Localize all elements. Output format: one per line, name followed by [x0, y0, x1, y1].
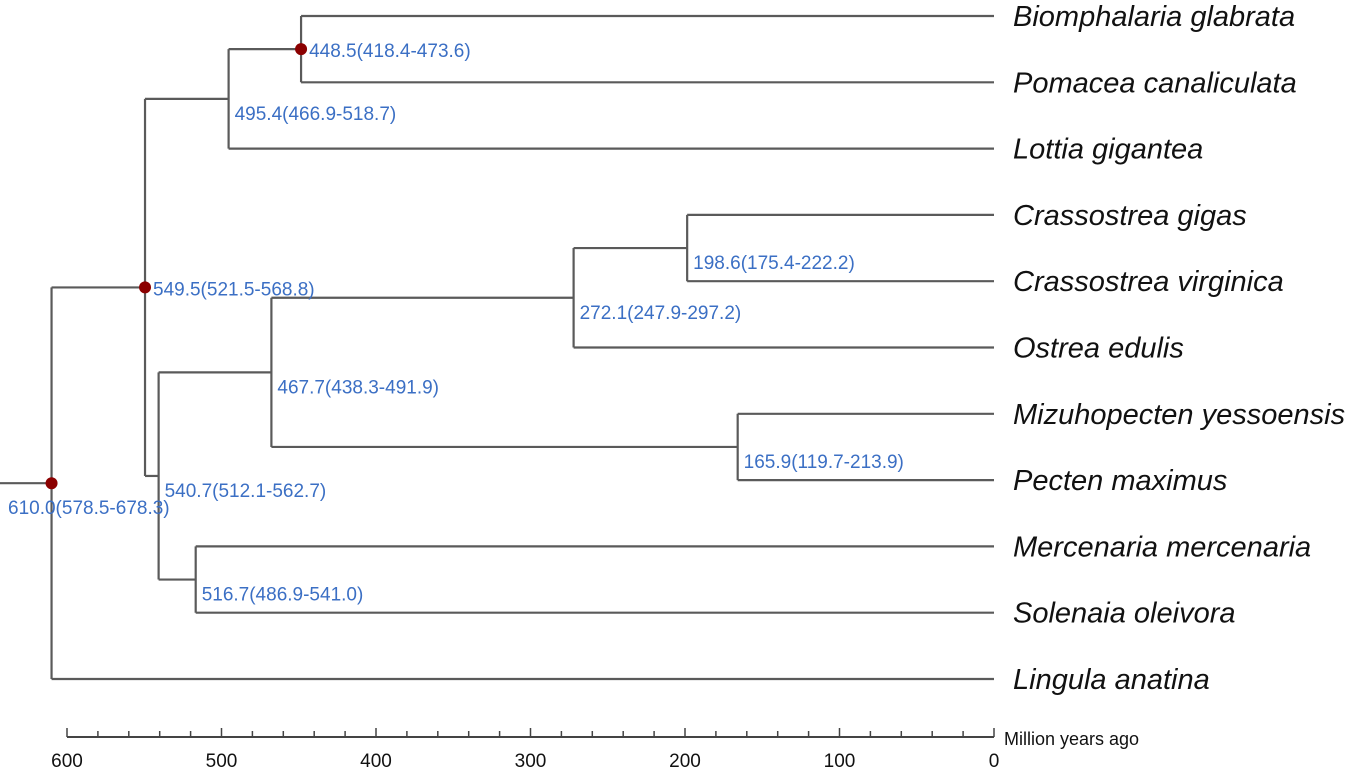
- node-age-label: 448.5(418.4-473.6): [309, 41, 471, 62]
- tick-label: 500: [206, 751, 238, 772]
- calibration-point: [139, 281, 152, 294]
- tick-label: 300: [515, 751, 547, 772]
- tick-label: 0: [989, 751, 1000, 772]
- axis-title: Million years ago: [1004, 729, 1139, 749]
- node-labels: 610.0(578.5-678.3) 549.5(521.5-568.8) 495.…: [8, 41, 904, 605]
- time-axis: Million years ago 600 500 400 300 200 100 0: [51, 728, 1139, 772]
- node-age-label: 198.6(175.4-222.2): [693, 253, 855, 274]
- node-age-label: 272.1(247.9-297.2): [580, 303, 742, 324]
- node-age-label: 549.5(521.5-568.8): [153, 279, 315, 300]
- taxon-mercenaria-mercenaria: Mercenaria mercenaria: [1013, 531, 1311, 563]
- taxon-pomacea-canaliculata: Pomacea canaliculata: [1013, 67, 1297, 99]
- taxon-lingula-anatina: Lingula anatina: [1013, 664, 1210, 696]
- tick-label: 400: [360, 751, 392, 772]
- tick-label: 200: [669, 751, 701, 772]
- taxon-labels: Biomphalaria glabrata Pomacea canaliculat…: [1013, 1, 1345, 696]
- node-age-label: 165.9(119.7-213.9): [744, 452, 904, 473]
- taxon-mizuhopecten-yessoensis: Mizuhopecten yessoensis: [1013, 399, 1345, 431]
- calibration-point: [295, 43, 308, 56]
- node-age-label: 495.4(466.9-518.7): [235, 104, 397, 125]
- taxon-lottia-gigantea: Lottia gigantea: [1013, 134, 1203, 166]
- calibration-points: [45, 43, 308, 490]
- calibration-point: [45, 477, 58, 490]
- taxon-crassostrea-gigas: Crassostrea gigas: [1013, 200, 1247, 232]
- tick-label: 600: [51, 751, 83, 772]
- node-age-label: 610.0(578.5-678.3): [8, 498, 170, 519]
- taxon-crassostrea-virginica: Crassostrea virginica: [1013, 266, 1284, 298]
- branches: [0, 14, 994, 681]
- taxon-ostrea-edulis: Ostrea edulis: [1013, 333, 1184, 365]
- node-age-label: 516.7(486.9-541.0): [202, 585, 364, 606]
- tick-label: 100: [824, 751, 856, 772]
- node-age-label: 540.7(512.1-562.7): [165, 481, 327, 502]
- taxon-biomphalaria-glabrata: Biomphalaria glabrata: [1013, 1, 1295, 33]
- taxon-solenaia-oleivora: Solenaia oleivora: [1013, 598, 1235, 630]
- node-age-label: 467.7(438.3-491.9): [277, 377, 439, 398]
- taxon-pecten-maximus: Pecten maximus: [1013, 465, 1227, 497]
